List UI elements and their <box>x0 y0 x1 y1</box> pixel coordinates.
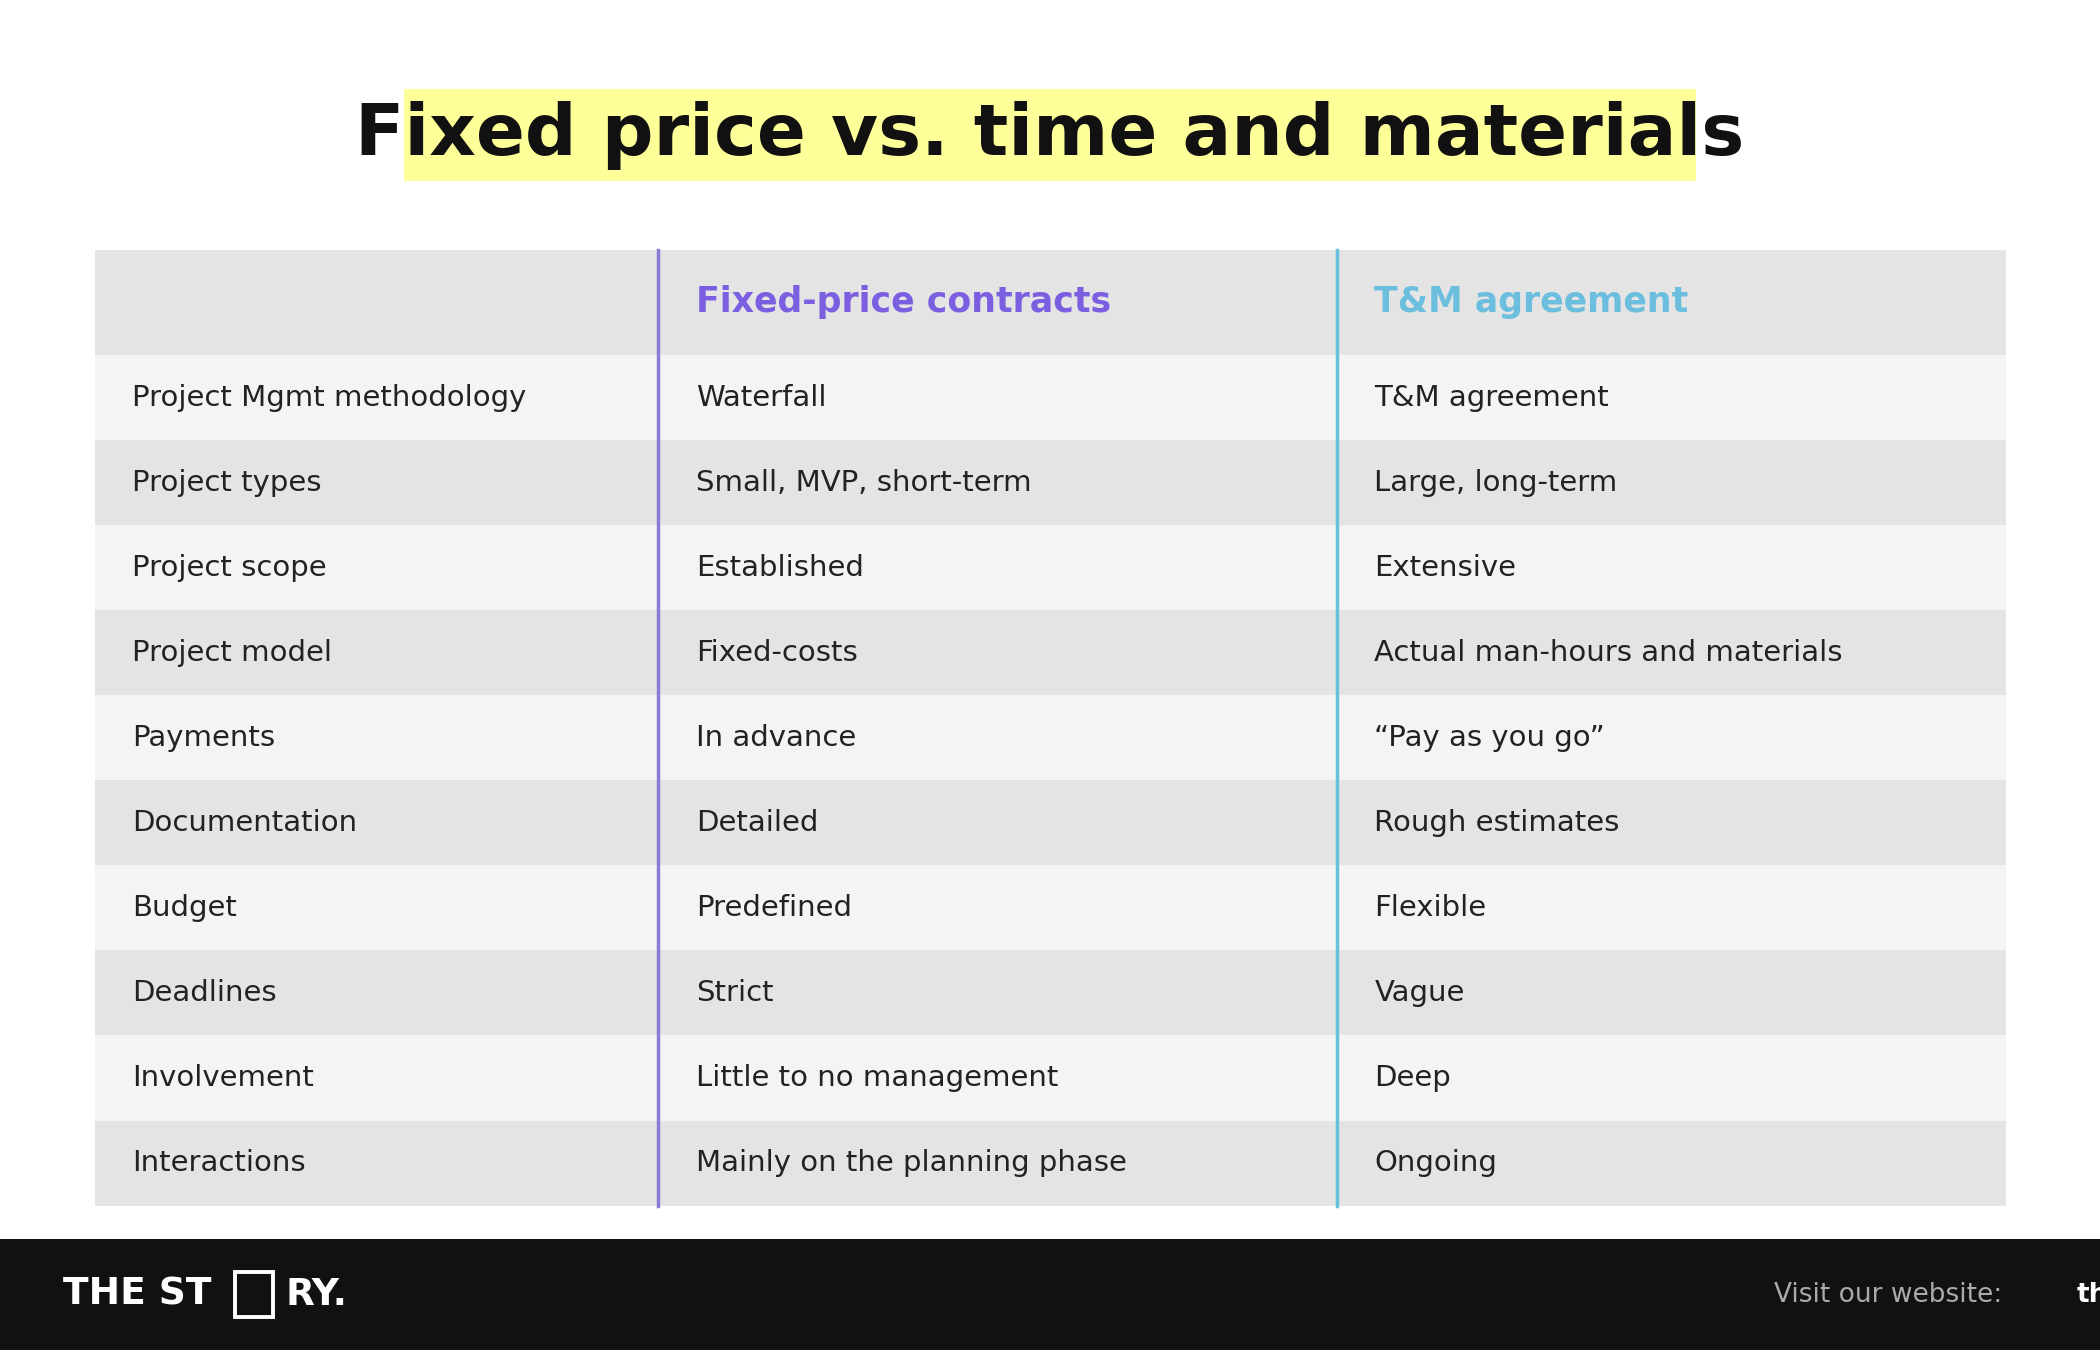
Text: Budget: Budget <box>132 894 237 922</box>
Text: Deadlines: Deadlines <box>132 979 277 1007</box>
FancyBboxPatch shape <box>94 865 2005 950</box>
FancyBboxPatch shape <box>94 780 2005 865</box>
Text: Little to no management: Little to no management <box>695 1064 1058 1092</box>
FancyBboxPatch shape <box>94 610 2005 695</box>
Text: Actual man-hours and materials: Actual man-hours and materials <box>1373 639 1844 667</box>
Text: Fixed-price contracts: Fixed-price contracts <box>695 285 1111 320</box>
Text: Payments: Payments <box>132 724 275 752</box>
Text: Involvement: Involvement <box>132 1064 315 1092</box>
FancyBboxPatch shape <box>94 695 2005 780</box>
Text: Fixed price vs. time and materials: Fixed price vs. time and materials <box>355 100 1745 170</box>
FancyBboxPatch shape <box>0 1239 2100 1350</box>
FancyBboxPatch shape <box>94 355 2005 440</box>
Text: Interactions: Interactions <box>132 1149 307 1177</box>
Text: Project scope: Project scope <box>132 554 328 582</box>
Text: In advance: In advance <box>695 724 857 752</box>
Text: Mainly on the planning phase: Mainly on the planning phase <box>695 1149 1128 1177</box>
Text: Project Mgmt methodology: Project Mgmt methodology <box>132 383 527 412</box>
FancyBboxPatch shape <box>94 250 2005 355</box>
Text: Predefined: Predefined <box>695 894 853 922</box>
Text: Small, MVP, short-term: Small, MVP, short-term <box>695 468 1031 497</box>
Text: T&M agreement: T&M agreement <box>1373 383 1609 412</box>
Text: Extensive: Extensive <box>1373 554 1516 582</box>
FancyBboxPatch shape <box>94 440 2005 525</box>
Text: Waterfall: Waterfall <box>695 383 827 412</box>
Text: “Pay as you go”: “Pay as you go” <box>1373 724 1604 752</box>
FancyBboxPatch shape <box>94 1035 2005 1120</box>
Text: T&M agreement: T&M agreement <box>1373 285 1688 320</box>
Text: Strict: Strict <box>695 979 773 1007</box>
Text: RY.: RY. <box>286 1277 349 1312</box>
Text: Fixed-costs: Fixed-costs <box>695 639 857 667</box>
FancyBboxPatch shape <box>94 1120 2005 1206</box>
Text: Visit our website:: Visit our website: <box>1774 1281 2020 1308</box>
Text: thestory.is: thestory.is <box>2077 1281 2100 1308</box>
Text: Deep: Deep <box>1373 1064 1451 1092</box>
Text: Detailed: Detailed <box>695 809 819 837</box>
FancyBboxPatch shape <box>94 525 2005 610</box>
Text: Project model: Project model <box>132 639 332 667</box>
Text: Rough estimates: Rough estimates <box>1373 809 1619 837</box>
Text: THE ST: THE ST <box>63 1277 212 1312</box>
FancyBboxPatch shape <box>94 950 2005 1035</box>
Text: Established: Established <box>695 554 863 582</box>
FancyBboxPatch shape <box>94 250 2005 1206</box>
Text: Flexible: Flexible <box>1373 894 1487 922</box>
Text: Ongoing: Ongoing <box>1373 1149 1497 1177</box>
FancyBboxPatch shape <box>403 89 1697 181</box>
Text: Large, long-term: Large, long-term <box>1373 468 1617 497</box>
Text: Vague: Vague <box>1373 979 1466 1007</box>
Text: Project types: Project types <box>132 468 321 497</box>
Text: Documentation: Documentation <box>132 809 357 837</box>
